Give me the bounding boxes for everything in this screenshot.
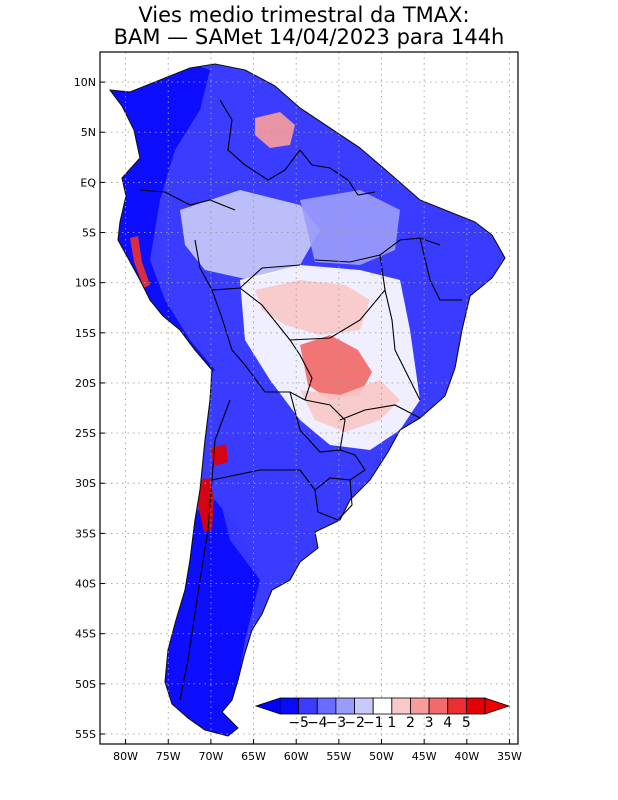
lon-tick-label: 70W: [198, 750, 223, 763]
bias-region-guiana-highlands: [255, 112, 295, 148]
colorbar-box: [298, 697, 318, 715]
colorbar-box: [428, 697, 449, 715]
colorbar-label: −1: [363, 715, 384, 731]
lat-tick-label: 40S: [75, 578, 96, 591]
colorbar-box: [354, 697, 374, 715]
bias-regions: [110, 64, 505, 736]
border-bolivia-brazil: [239, 287, 313, 401]
colorbar-high-arrow: [484, 697, 511, 715]
border-argentina-provinces: [211, 469, 316, 491]
lat-tick-label: 5S: [82, 227, 96, 240]
lon-tick-label: 45W: [412, 750, 437, 763]
colorbar-boxes: [279, 697, 486, 715]
lon-tick-label: 50W: [369, 750, 394, 763]
bias-region-pantanal: [300, 335, 372, 400]
colorbar-label: 2: [406, 715, 415, 731]
border-argentina-brazil: [339, 449, 366, 481]
bias-region-amazon-west: [180, 190, 320, 280]
lat-tick-label: 10N: [74, 76, 96, 89]
border-brazil-states-east: [419, 237, 462, 301]
colorbar-box: [410, 697, 430, 715]
bias-region-northeast-brazil: [400, 210, 505, 400]
colorbar-label: 5: [462, 715, 471, 731]
colorbar-box: [316, 697, 337, 715]
border-brazil-states-center: [379, 254, 421, 401]
lon-tick-label: 55W: [326, 750, 351, 763]
lat-tick-label: 45S: [75, 628, 96, 641]
colorbar-label: −5: [288, 715, 309, 731]
colorbar-label: −3: [326, 715, 347, 731]
lon-tick-label: 65W: [241, 750, 266, 763]
border-colombia-peru-ecuador: [139, 189, 236, 211]
border-peru-brazil: [194, 239, 301, 291]
bias-region-peru-coast: [130, 236, 150, 288]
lat-tick-label: 25S: [75, 427, 96, 440]
lat-tick-label: 5N: [81, 126, 96, 139]
colorbar-label: −2: [344, 715, 365, 731]
lat-tick-label: 50S: [75, 678, 96, 691]
colorbar-box: [372, 697, 393, 715]
border-brazil-states-north: [314, 237, 441, 263]
lon-tick-label: 35W: [497, 750, 522, 763]
map-title-line-2: BAM — SAMet 14/04/2023 para 144h: [114, 25, 505, 49]
colorbar-label: 3: [425, 715, 434, 731]
lat-tick-label: 10S: [75, 277, 96, 290]
border-chile-argentina: [179, 399, 231, 701]
colorbar-label: −4: [307, 715, 328, 731]
latitude-labels: 10N 5N EQ 5S 10S 15S 20S 25S 30S 35S 40S 45S 50S 55S: [74, 76, 97, 741]
colorbar-labels: −5−4−3−2−1 1 2 3 4 5: [288, 715, 471, 731]
lon-tick-label: 75W: [156, 750, 181, 763]
lon-tick-label: 60W: [284, 750, 309, 763]
lat-tick-label: 55S: [75, 728, 96, 741]
lat-tick-label: 35S: [75, 527, 96, 540]
lat-tick-label: EQ: [80, 176, 96, 189]
colorbar: −5−4−3−2−1 1 2 3 4 5: [254, 697, 511, 731]
colorbar-box: [447, 697, 467, 715]
map-title-line-1: Vies medio trimestral da TMAX:: [138, 3, 469, 27]
colorbar-box: [465, 697, 486, 715]
colorbar-label: 1: [387, 715, 396, 731]
border-colombia-venezuela: [219, 99, 301, 181]
colorbar-box: [335, 697, 355, 715]
border-uruguay: [314, 477, 353, 521]
border-bolivia-south: [244, 364, 306, 401]
colorbar-box: [391, 697, 411, 715]
lat-lon-grid: [100, 52, 518, 744]
bias-region-mato-grosso: [255, 280, 370, 335]
lat-tick-label: 20S: [75, 377, 96, 390]
colorbar-box: [279, 697, 300, 715]
bias-region-parana-basin: [300, 380, 400, 432]
border-peru-bolivia: [211, 289, 246, 366]
country-borders: [139, 99, 462, 701]
lat-tick-label: 15S: [75, 327, 96, 340]
longitude-labels: 80W 75W 70W 65W 60W 55W 50W 45W 40W 35W: [113, 750, 522, 763]
lat-tick-label: 30S: [75, 477, 96, 490]
colorbar-label: 4: [443, 715, 452, 731]
lon-tick-label: 80W: [113, 750, 138, 763]
bias-region-amazon-center: [300, 190, 400, 265]
border-brazil-states-west: [289, 289, 386, 341]
map-frame: [99, 51, 519, 745]
lon-tick-label: 40W: [454, 750, 479, 763]
border-brazil-states-south: [339, 404, 421, 421]
